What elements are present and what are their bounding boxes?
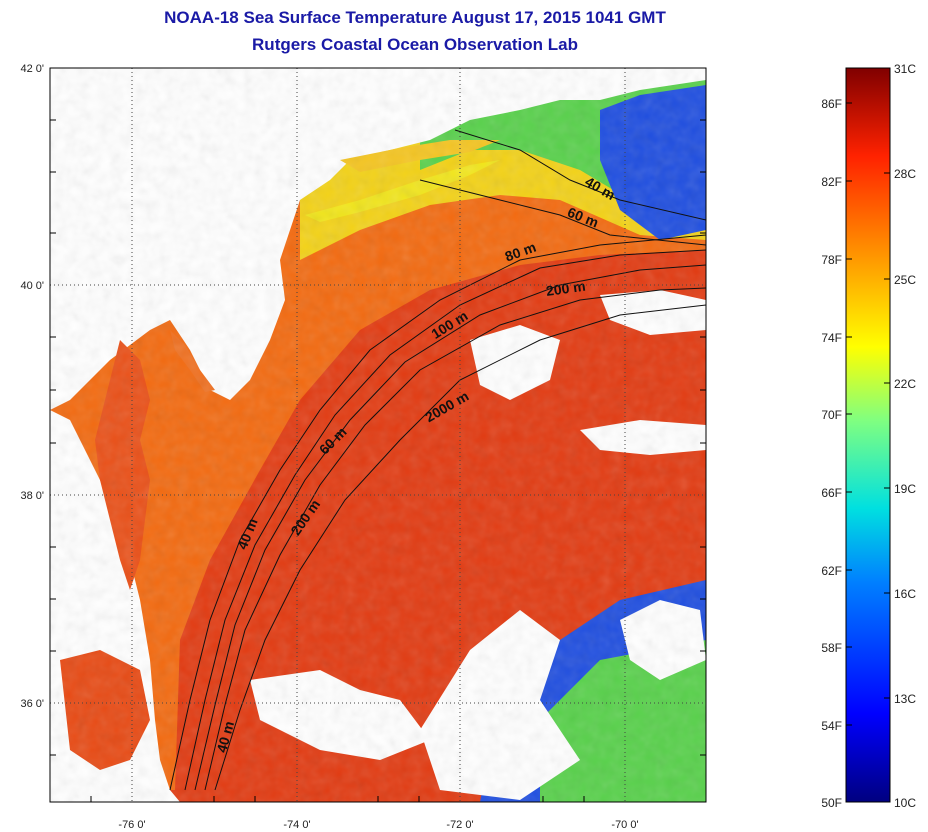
lat-tick-label: 42 0' bbox=[20, 63, 44, 75]
celsius-label: 16C bbox=[894, 587, 916, 601]
lat-tick-label: 38 0' bbox=[20, 490, 44, 502]
celsius-label: 25C bbox=[894, 273, 916, 287]
map-subtitle: Rutgers Coastal Ocean Observation Lab bbox=[252, 35, 578, 54]
lon-tick-label: -70 0' bbox=[611, 819, 638, 831]
fahrenheit-label: 78F bbox=[821, 253, 842, 267]
celsius-label: 10C bbox=[894, 796, 916, 810]
fahrenheit-label: 86F bbox=[821, 97, 842, 111]
colorbar-ticks bbox=[846, 102, 890, 726]
celsius-label: 22C bbox=[894, 377, 916, 391]
contour-label: 40 m bbox=[213, 719, 237, 754]
colorbar bbox=[845, 67, 891, 803]
fahrenheit-label: 66F bbox=[821, 486, 842, 500]
celsius-label: 28C bbox=[894, 167, 916, 181]
celsius-label: 19C bbox=[894, 482, 916, 496]
fahrenheit-label: 62F bbox=[821, 564, 842, 578]
map-title: NOAA-18 Sea Surface Temperature August 1… bbox=[164, 8, 666, 27]
colorbar-fahrenheit-labels: 86F 82F 78F 74F 70F 66F 62F 58F 54F 50F bbox=[821, 97, 842, 810]
lat-tick-label: 36 0' bbox=[20, 698, 44, 710]
bathymetry-contours bbox=[169, 129, 706, 791]
celsius-label: 31C bbox=[894, 62, 916, 76]
map-area: 40 m 60 m 80 m 200 m 100 m 2000 m 60 m 2… bbox=[50, 68, 706, 802]
fahrenheit-label: 50F bbox=[821, 796, 842, 810]
fahrenheit-label: 82F bbox=[821, 175, 842, 189]
axis-ticks bbox=[50, 119, 706, 802]
lon-tick-label: -74 0' bbox=[283, 819, 310, 831]
fahrenheit-label: 70F bbox=[821, 408, 842, 422]
fahrenheit-label: 58F bbox=[821, 641, 842, 655]
lon-tick-label: -76 0' bbox=[118, 819, 145, 831]
texture-overlay bbox=[50, 68, 706, 802]
fahrenheit-label: 74F bbox=[821, 331, 842, 345]
contour-label: 200 m bbox=[545, 278, 587, 299]
graticule bbox=[50, 68, 706, 802]
lon-tick-label: -72 0' bbox=[446, 819, 473, 831]
colorbar-celsius-labels: 31C 28C 25C 22C 19C 16C 13C 10C bbox=[894, 62, 916, 810]
fahrenheit-label: 54F bbox=[821, 719, 842, 733]
lat-tick-label: 40 0' bbox=[20, 280, 44, 292]
celsius-label: 13C bbox=[894, 692, 916, 706]
